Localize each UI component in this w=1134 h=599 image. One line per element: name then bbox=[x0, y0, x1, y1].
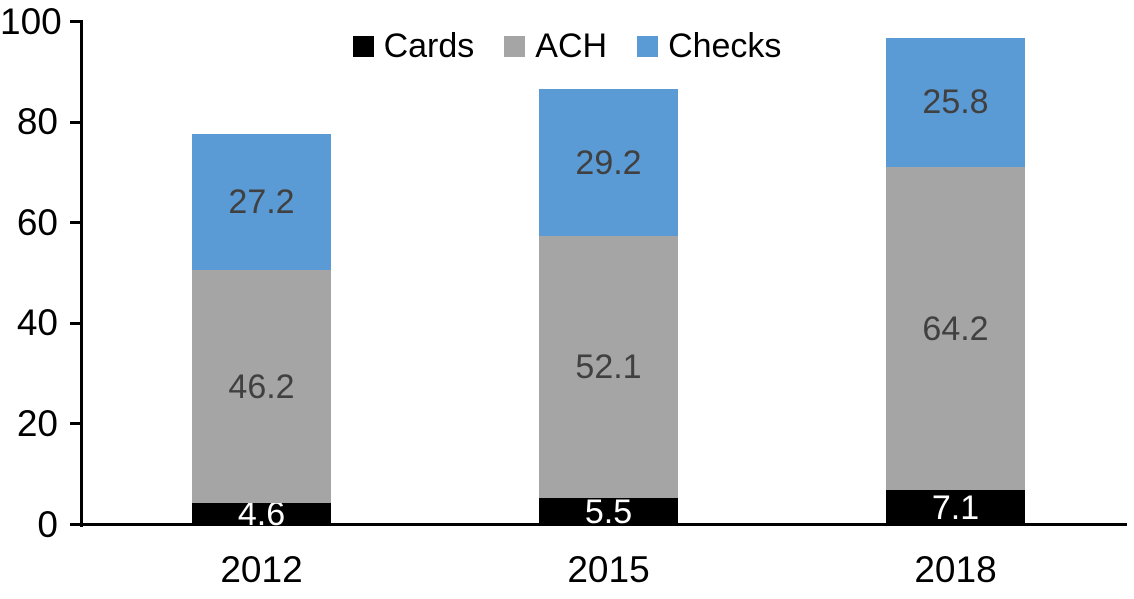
legend-swatch-cards bbox=[352, 35, 374, 57]
bar-label-ach-2018: 64.2 bbox=[922, 309, 989, 348]
y-axis-tick-label: 20 bbox=[16, 402, 58, 444]
bar-segment-cards-2018 bbox=[886, 490, 1025, 526]
y-axis-tick-label: 100 bbox=[0, 0, 62, 42]
bar-label-ach-2015: 52.1 bbox=[575, 348, 642, 387]
bar-segment-ach-2012 bbox=[192, 270, 331, 503]
y-axis-tick bbox=[70, 321, 81, 325]
x-category-label-2018: 2018 bbox=[914, 549, 997, 590]
bar-label-checks-2015: 29.2 bbox=[575, 143, 642, 182]
y-axis-tick bbox=[70, 120, 81, 124]
chart-legend: Cards ACH Checks bbox=[0, 24, 1134, 68]
y-axis-tick bbox=[70, 20, 81, 23]
legend-label-cards: Cards bbox=[383, 27, 475, 65]
legend-item-checks: Checks bbox=[637, 29, 781, 63]
y-axis-tick bbox=[70, 422, 81, 426]
y-axis-tick-label: 60 bbox=[16, 201, 58, 243]
bar-label-checks-2018: 25.8 bbox=[922, 83, 989, 122]
bar-segment-ach-2015 bbox=[539, 236, 678, 499]
x-category-label-2015: 2015 bbox=[567, 549, 650, 590]
bar-label-cards-2018: 7.1 bbox=[931, 489, 980, 528]
y-axis-tick-label: 0 bbox=[37, 503, 58, 545]
bar-segment-checks-2012 bbox=[192, 133, 331, 271]
x-category-label-2012: 2012 bbox=[220, 549, 303, 590]
y-axis-tick-label: 40 bbox=[16, 302, 58, 344]
bar-segment-cards-2015 bbox=[539, 498, 678, 526]
bar-label-cards-2015: 5.5 bbox=[584, 493, 633, 532]
y-axis-line bbox=[80, 20, 83, 527]
legend-label-ach: ACH bbox=[535, 27, 608, 65]
legend-swatch-ach bbox=[504, 35, 526, 57]
legend-swatch-checks bbox=[637, 35, 659, 57]
bar-label-checks-2012: 27.2 bbox=[228, 183, 295, 222]
bar-label-ach-2012: 46.2 bbox=[228, 367, 295, 406]
bar-segment-checks-2018 bbox=[886, 37, 1025, 168]
legend-item-cards: Cards bbox=[352, 27, 475, 65]
y-axis-tick bbox=[70, 523, 81, 526]
y-axis-tick bbox=[70, 221, 81, 225]
bar-segment-ach-2018 bbox=[886, 167, 1025, 491]
bar-segment-checks-2015 bbox=[539, 89, 678, 237]
bar-segment-cards-2012 bbox=[192, 502, 331, 526]
legend-item-ach: ACH bbox=[504, 29, 607, 63]
y-axis-tick-label: 80 bbox=[16, 101, 58, 143]
legend-label-checks: Checks bbox=[668, 27, 782, 65]
